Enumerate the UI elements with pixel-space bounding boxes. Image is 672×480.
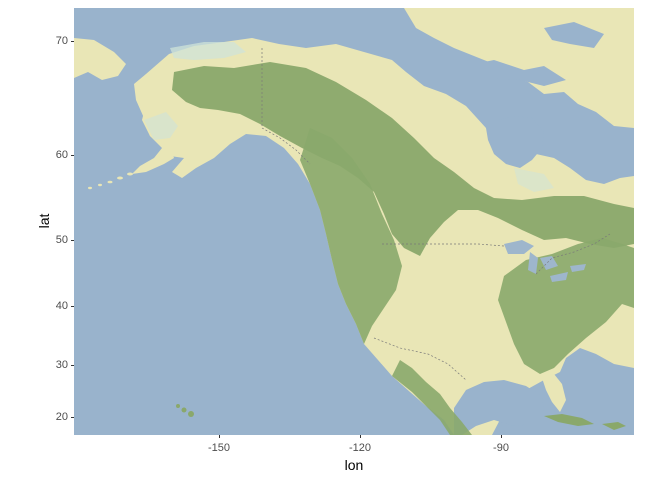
y-tick-label: 60 <box>55 149 68 161</box>
map-panel[interactable] <box>74 8 634 435</box>
y-tick-mark <box>71 364 74 366</box>
basemap <box>74 8 634 435</box>
cuba-land <box>544 414 594 426</box>
y-tick-mark <box>71 154 74 156</box>
aleutian-islands <box>88 172 133 190</box>
hudson-bay <box>486 116 544 168</box>
rockies-forest <box>300 128 402 344</box>
boreal-forest <box>172 62 634 256</box>
arctic-channel <box>544 22 604 48</box>
gulf-of-mexico <box>454 380 544 435</box>
tundra-area <box>514 168 554 192</box>
x-tick-label: -120 <box>348 442 372 454</box>
great-lakes <box>504 240 586 282</box>
y-tick-mark <box>71 416 74 418</box>
hispaniola-land <box>602 422 626 430</box>
x-tick-mark <box>500 435 502 438</box>
y-tick-label: 70 <box>55 35 68 47</box>
x-axis-title: lon <box>344 457 364 473</box>
tundra-area <box>144 112 178 140</box>
x-tick-label: -90 <box>493 442 509 454</box>
y-tick-label: 40 <box>55 300 68 312</box>
hawaii-islands <box>176 404 194 417</box>
florida-land <box>542 374 566 412</box>
y-tick-label: 50 <box>55 234 68 246</box>
y-tick-label: 20 <box>55 411 68 423</box>
y-axis-title: lat <box>36 213 52 229</box>
us-canada-border <box>382 233 611 275</box>
y-tick-label: 30 <box>55 359 68 371</box>
x-tick-label: -150 <box>207 442 231 454</box>
arctic-channel <box>454 60 566 86</box>
us-mexico-border <box>373 337 467 381</box>
y-tick-mark <box>71 239 74 241</box>
y-tick-mark <box>71 40 74 42</box>
x-tick-mark <box>359 435 361 438</box>
tundra-area <box>170 42 246 60</box>
chukotka-land <box>74 38 126 80</box>
y-tick-mark <box>71 305 74 307</box>
greenland-land <box>604 8 634 98</box>
alaska-canada-border <box>261 48 311 165</box>
mexico-forest <box>392 360 472 435</box>
x-tick-mark <box>218 435 220 438</box>
